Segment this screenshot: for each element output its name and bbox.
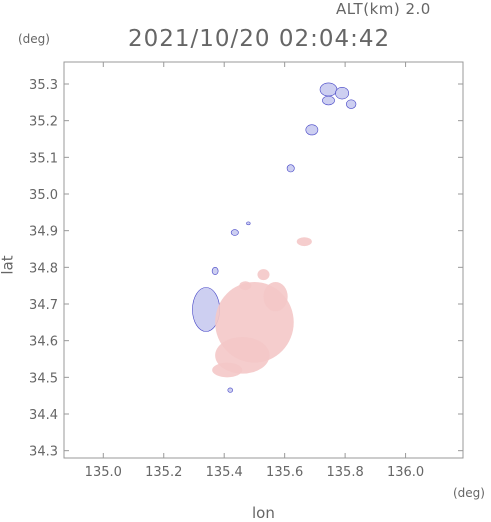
echo-negative-9 bbox=[227, 387, 233, 393]
x-unit-label: (deg) bbox=[453, 486, 485, 500]
y-tick-label: 35.1 bbox=[29, 151, 58, 166]
x-ticks: 135.0 135.2 135.4 135.6 135.8 136.0 bbox=[85, 62, 424, 480]
echo-negative-6 bbox=[230, 229, 239, 236]
echo-negative-5 bbox=[286, 164, 295, 173]
echo-positive-17 bbox=[239, 281, 252, 291]
echo-negative-7 bbox=[246, 221, 251, 226]
altitude-label: ALT(km) 2.0 bbox=[336, 0, 431, 18]
y-tick-label: 34.5 bbox=[29, 371, 58, 386]
x-tick-label: 135.6 bbox=[266, 465, 303, 480]
x-tick-label: 135.0 bbox=[85, 465, 122, 480]
echo-negative-10 bbox=[211, 267, 219, 275]
y-unit-label: (deg) bbox=[18, 32, 50, 46]
echo-positive-15 bbox=[263, 282, 288, 312]
echo-negative-4 bbox=[305, 124, 319, 136]
echo-negative-1 bbox=[335, 86, 350, 100]
y-tick-label: 34.6 bbox=[29, 335, 58, 350]
echo-negative-2 bbox=[346, 99, 357, 109]
echo-positive-16 bbox=[257, 269, 270, 281]
y-tick-label: 34.9 bbox=[29, 225, 58, 240]
plot-frame bbox=[63, 61, 464, 459]
echo-negative-0 bbox=[319, 82, 338, 97]
x-tick-label: 135.2 bbox=[145, 465, 182, 480]
echo-blobs bbox=[192, 82, 357, 393]
echo-negative-3 bbox=[322, 95, 335, 106]
echo-positive-11 bbox=[296, 237, 312, 247]
x-tick-label: 135.8 bbox=[327, 465, 364, 480]
x-axis-label: lon bbox=[252, 504, 275, 522]
x-tick-label: 136.0 bbox=[387, 465, 424, 480]
y-ticks: 34.3 34.4 34.5 34.6 34.7 34.8 34.9 35.0 35.1 35.2… bbox=[29, 78, 463, 460]
x-tick-label: 135.4 bbox=[206, 465, 243, 480]
y-tick-label: 35.0 bbox=[29, 188, 58, 203]
timestamp-title: 2021/10/20 02:04:42 bbox=[128, 26, 391, 52]
y-tick-label: 34.4 bbox=[29, 408, 58, 423]
y-tick-label: 34.3 bbox=[29, 445, 58, 460]
y-tick-label: 35.3 bbox=[29, 78, 58, 93]
y-tick-label: 35.2 bbox=[29, 115, 58, 130]
y-tick-label: 34.8 bbox=[29, 261, 58, 276]
echo-positive-14 bbox=[212, 362, 243, 378]
y-tick-label: 34.7 bbox=[29, 298, 58, 313]
